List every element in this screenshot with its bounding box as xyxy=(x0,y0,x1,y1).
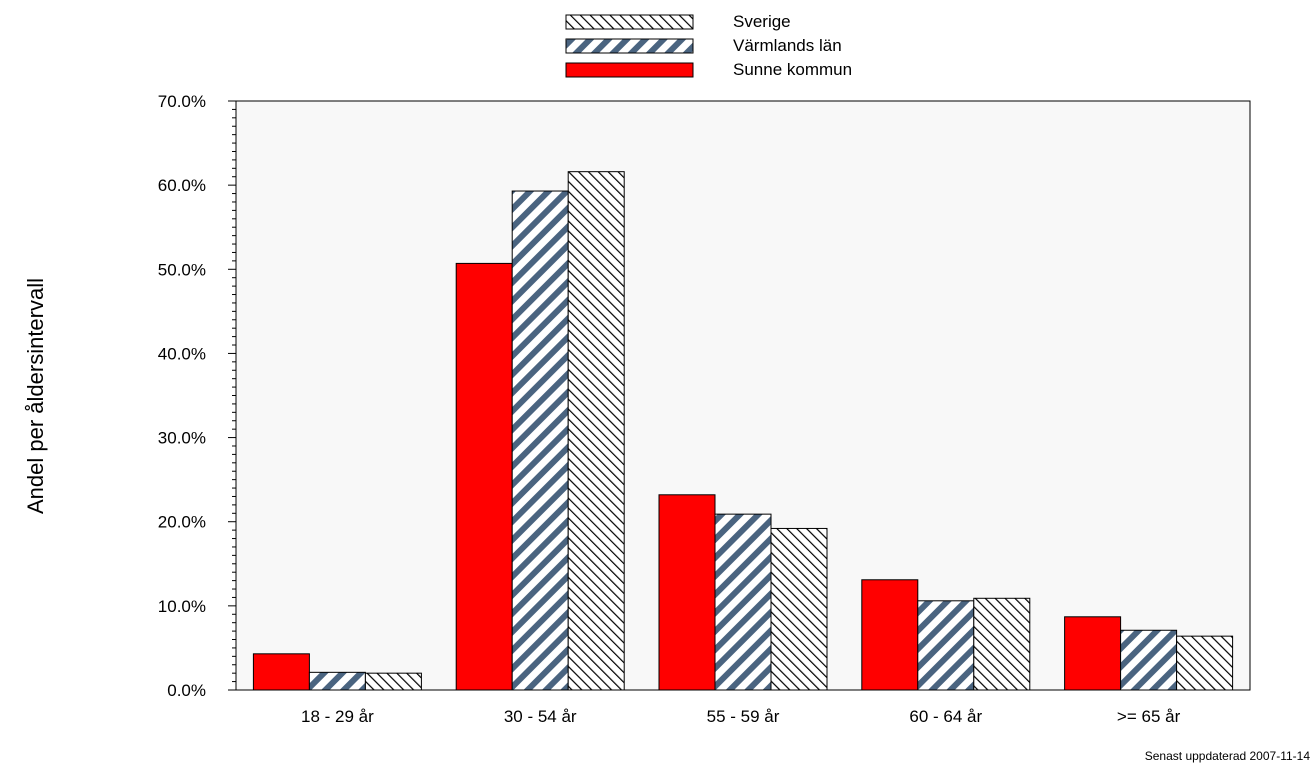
bar-sunne-kommun xyxy=(861,579,919,691)
legend-label-sverige: Sverige xyxy=(733,12,791,31)
y-tick-label: 20.0% xyxy=(158,513,206,532)
y-tick-label: 50.0% xyxy=(158,260,206,279)
bar-sverige xyxy=(364,672,422,691)
y-tick-label: 70.0% xyxy=(158,92,206,111)
x-tick-label: 60 - 64 år xyxy=(909,707,982,726)
x-tick-label: >= 65 år xyxy=(1117,707,1181,726)
legend-swatch-sunne-kommun xyxy=(565,62,694,78)
legend-label-varmlands-lan: Värmlands län xyxy=(733,36,842,55)
x-tick-label: 18 - 29 år xyxy=(301,707,374,726)
bar-sunne-kommun xyxy=(455,262,513,691)
y-tick-label: 0.0% xyxy=(167,681,206,700)
bar-varmlands-lan xyxy=(714,513,772,691)
bar-sunne-kommun xyxy=(252,653,310,691)
y-tick-label: 30.0% xyxy=(158,429,206,448)
bar-varmlands-lan xyxy=(917,600,975,691)
bar-sunne-kommun xyxy=(1064,616,1122,691)
legend-swatch-varmlands-lan xyxy=(565,38,694,54)
y-tick-label: 10.0% xyxy=(158,597,206,616)
bar-sverige xyxy=(770,527,828,691)
x-tick-label: 55 - 59 år xyxy=(707,707,780,726)
legend-swatch-sverige xyxy=(565,14,694,30)
x-tick-label: 30 - 54 år xyxy=(504,707,577,726)
y-axis: 0.0% 10.0% 20.0% 30.0% 40.0% 50.0% 60.0% 70.0% xyxy=(158,92,236,700)
bars xyxy=(252,171,1234,691)
bar-varmlands-lan xyxy=(511,190,569,691)
y-tick-label: 40.0% xyxy=(158,344,206,363)
x-axis-labels: 18 - 29 år 30 - 54 år 55 - 59 år 60 - 64 år… xyxy=(301,707,1181,726)
bar-varmlands-lan xyxy=(1120,629,1178,691)
bar-sverige xyxy=(973,597,1031,691)
bar-varmlands-lan xyxy=(308,671,366,691)
legend-label-sunne-kommun: Sunne kommun xyxy=(733,60,852,79)
bar-sunne-kommun xyxy=(658,494,716,691)
bar-sverige xyxy=(567,171,625,691)
y-tick-label: 60.0% xyxy=(158,176,206,195)
bar-sverige xyxy=(1176,635,1234,691)
y-axis-title: Andel per åldersintervall xyxy=(23,278,48,514)
last-updated-text: Senast uppdaterad 2007-11-14 xyxy=(1145,749,1311,763)
legend: Sverige Värmlands län Sunne kommun xyxy=(565,12,852,79)
